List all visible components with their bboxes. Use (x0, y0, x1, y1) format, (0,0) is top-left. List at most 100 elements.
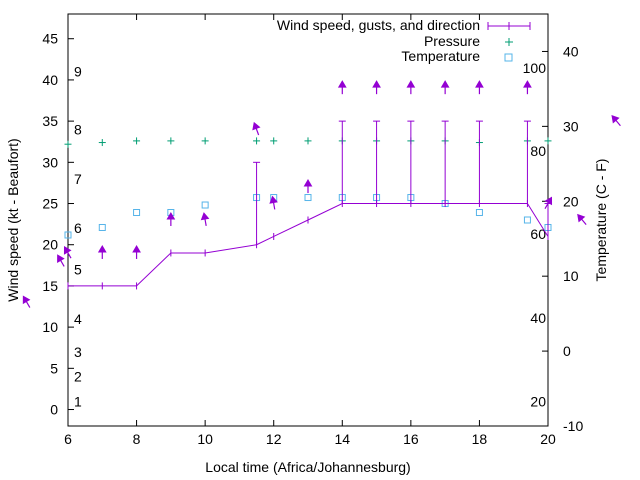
wind-direction-arrow-head (337, 80, 347, 88)
wind-direction-arrow (475, 80, 484, 95)
y-left-tick-label: 25 (42, 196, 58, 212)
beaufort-label: 9 (74, 64, 82, 80)
wind-direction-arrow-head (97, 244, 107, 253)
wind-direction-arrow-head (269, 195, 278, 204)
wind-direction-arrow (577, 213, 587, 225)
temperature-point (201, 201, 209, 209)
fahrenheit-label: 20 (530, 393, 546, 409)
beaufort-label: 6 (74, 220, 82, 236)
fahrenheit-label: 60 (530, 226, 546, 242)
y-left-tick-label: 5 (50, 360, 58, 376)
x-tick-label: 18 (472, 431, 488, 447)
y-left-tick-label: 45 (42, 31, 58, 47)
wind-direction-arrow (611, 114, 621, 127)
wind-direction-arrow-head (523, 80, 532, 88)
legend-temperature-label: Temperature (401, 48, 480, 64)
pressure-point (304, 137, 312, 145)
temperature-point (64, 231, 72, 239)
y-right-tick-label: 0 (563, 343, 571, 359)
y-axis-left-title: Wind speed (kt - Beaufort) (5, 138, 21, 301)
beaufort-label: 2 (74, 369, 82, 385)
pressure-point (167, 137, 175, 145)
y-left-tick-label: 30 (42, 154, 58, 170)
temperature-point (304, 194, 312, 202)
wind-direction-arrow (544, 196, 553, 210)
pressure-point (270, 137, 278, 145)
wind-direction-arrow (406, 80, 416, 95)
x-tick-label: 8 (133, 431, 141, 447)
x-tick-label: 14 (334, 431, 350, 447)
legend: Wind speed, gusts, and direction Pressur… (277, 17, 531, 64)
y-right-tick-label: 20 (563, 193, 579, 209)
legend-pressure-swatch (505, 38, 513, 46)
y-left-tick-label: 40 (42, 72, 58, 88)
wind-direction-arrow-head (303, 179, 313, 187)
legend-wind-label: Wind speed, gusts, and direction (277, 17, 480, 33)
wind-direction-arrow (303, 179, 313, 194)
wind-direction-arrow (97, 244, 107, 259)
wind-direction-arrow-head (57, 254, 65, 263)
wind-direction-arrow-head (544, 196, 553, 206)
wind-direction-arrow-head (22, 295, 31, 305)
wind-direction-arrow (337, 80, 347, 95)
x-tick-label: 20 (540, 431, 556, 447)
wind-direction-arrow (57, 254, 65, 267)
wind-direction-arrow (252, 121, 261, 136)
fahrenheit-label: 80 (530, 143, 546, 159)
wind-direction-arrow-head (577, 213, 586, 223)
beaufort-label: 7 (74, 171, 82, 187)
wind-direction-arrow (132, 244, 141, 259)
x-tick-label: 16 (403, 431, 419, 447)
pressure-point (98, 139, 106, 147)
y-right-tick-label: 10 (563, 268, 579, 284)
wind-direction-arrow-head (475, 80, 484, 88)
y-right-tick-label: -10 (563, 418, 583, 434)
x-tick-label: 12 (266, 431, 282, 447)
beaufort-label: 3 (74, 344, 82, 360)
pressure-point (201, 137, 209, 145)
wind-direction-arrow (22, 295, 31, 308)
chart-marks (22, 80, 621, 308)
x-axis-title: Local time (Africa/Johannesburg) (205, 459, 410, 475)
wind-direction-arrow (523, 80, 532, 95)
beaufort-label: 8 (74, 121, 82, 137)
axis-ticks: 6 8 10 12 14 16 18 20051015202530354045-1001020… (42, 14, 583, 447)
y-left-tick-label: 20 (42, 237, 58, 253)
x-tick-label: 10 (197, 431, 213, 447)
wind-direction-arrow (269, 195, 278, 210)
wind-direction-arrow (166, 212, 176, 226)
y-right-tick-label: 30 (563, 118, 579, 134)
wind-direction-arrow-head (440, 80, 450, 88)
y-left-tick-label: 35 (42, 113, 58, 129)
wind-direction-arrow-head (611, 114, 620, 124)
y-left-tick-label: 10 (42, 319, 58, 335)
wind-direction-arrow-head (200, 212, 210, 221)
y-axis-right-title: Temperature (C - F) (593, 159, 609, 282)
beaufort-label: 5 (74, 261, 82, 277)
fahrenheit-label: 100 (523, 60, 547, 76)
wind-direction-arrow-head (406, 80, 416, 88)
y-right-tick-label: 40 (563, 43, 579, 59)
wind-direction-arrow-head (63, 246, 72, 255)
wind-direction-arrow (200, 212, 210, 227)
pressure-point (544, 137, 552, 145)
temperature-point (523, 216, 531, 224)
wind-direction-arrow-head (372, 80, 381, 88)
wind-direction-arrow (63, 246, 72, 259)
wind-direction-arrow (440, 80, 450, 95)
wind-direction-arrow-head (166, 212, 176, 220)
wind-direction-arrow-head (132, 244, 141, 253)
y-left-tick-label: 0 (50, 402, 58, 418)
beaufort-label: 1 (74, 393, 82, 409)
x-tick-label: 6 (64, 431, 72, 447)
wind-direction-arrow (372, 80, 381, 95)
y-left-tick-label: 15 (42, 278, 58, 294)
pressure-point (64, 140, 72, 148)
pressure-point (253, 137, 261, 145)
beaufort-label: 4 (74, 311, 82, 327)
legend-temperature-swatch (504, 53, 513, 62)
fahrenheit-label: 40 (530, 310, 546, 326)
wind-direction-arrow-head (252, 121, 261, 131)
temperature-point (475, 209, 483, 217)
